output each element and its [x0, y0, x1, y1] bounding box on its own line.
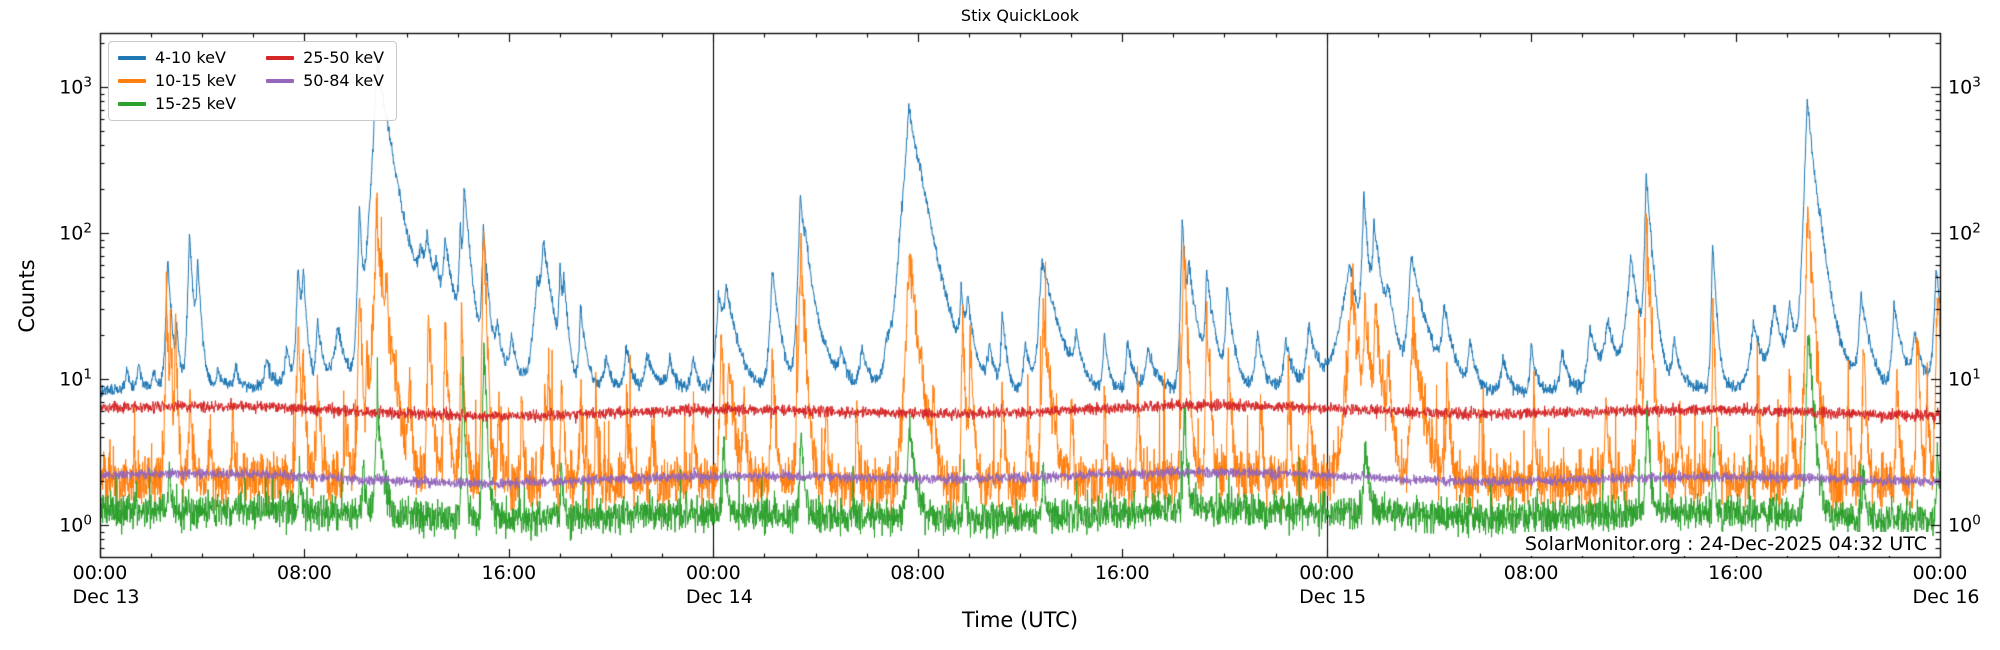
legend-label: 10-15 keV — [155, 71, 237, 90]
legend-item-25-50-kev: 25-50 keV — [266, 49, 384, 67]
legend-item-15-25-kev: 15-25 keV — [118, 95, 236, 113]
x-tick-label-h56: 08:00 — [1503, 562, 1559, 584]
x-tick-label-h16: 16:00 — [481, 562, 537, 584]
legend-label: 4-10 keV — [155, 48, 226, 67]
legend-item-4-10-kev: 4-10 keV — [118, 49, 236, 67]
chart-title: Stix QuickLook — [960, 6, 1080, 25]
y-axis-label: Counts — [15, 259, 39, 333]
y-tick-label-left-1e3: 103 — [59, 74, 92, 99]
legend-line-swatch — [266, 56, 295, 60]
legend-item-50-84-kev: 50-84 keV — [266, 72, 384, 90]
x-tick-label-h0: 00:00 — [72, 562, 128, 584]
x-axis-label: Time (UTC) — [961, 608, 1079, 632]
x-tick-label-h8: 08:00 — [277, 562, 332, 584]
x-tick-label-h48: 00:00 — [1299, 562, 1355, 584]
legend-label: 15-25 keV — [155, 94, 237, 113]
y-tick-label-right-1e3: 103 — [1948, 74, 1981, 99]
x-tick-label-h72: 00:00 — [1912, 562, 1968, 584]
x-tick-label-h40: 16:00 — [1094, 562, 1150, 584]
watermark: SolarMonitor.org : 24-Dec-2025 04:32 UTC — [1519, 532, 1932, 556]
legend: 4-10 keV 10-15 keV 15-25 keV 25-50 keV 50-84… — [108, 41, 398, 121]
legend-item-10-15-kev: 10-15 keV — [118, 72, 236, 90]
y-tick-label-right-1e2: 102 — [1948, 220, 1981, 245]
x-tick-label-h24: 00:00 — [685, 562, 741, 584]
y-tick-label-left-1e2: 102 — [59, 220, 92, 245]
x-date-label-dec-14: Dec 14 — [685, 586, 753, 608]
legend-line-swatch — [266, 79, 295, 83]
x-date-label-dec-16: Dec 16 — [1912, 586, 1980, 608]
legend-label: 25-50 keV — [303, 48, 385, 67]
y-tick-label-right-1e1: 101 — [1948, 366, 1981, 391]
x-date-label-dec-13: Dec 13 — [72, 586, 140, 608]
y-tick-label-left-1e0: 100 — [59, 512, 92, 537]
y-tick-label-left-1e1: 101 — [59, 366, 92, 391]
legend-line-swatch — [118, 56, 146, 60]
y-tick-label-right-1e0: 100 — [1948, 512, 1981, 537]
x-tick-label-h64: 16:00 — [1708, 562, 1763, 584]
legend-line-swatch — [118, 102, 146, 106]
legend-line-swatch — [118, 79, 146, 83]
x-tick-label-h32: 08:00 — [890, 562, 946, 584]
legend-label: 50-84 keV — [303, 71, 385, 90]
x-date-label-dec-15: Dec 15 — [1299, 586, 1367, 608]
